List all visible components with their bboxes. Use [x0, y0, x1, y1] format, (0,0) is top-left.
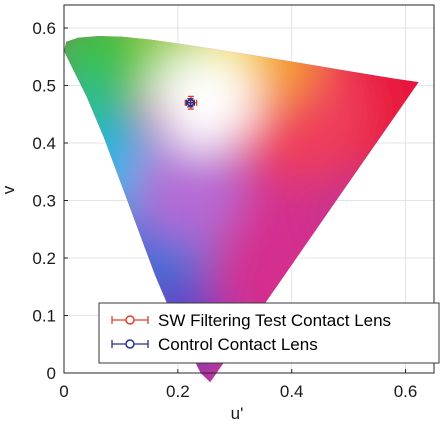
legend-label: SW Filtering Test Contact Lens — [158, 311, 391, 330]
x-tick-label: 0 — [59, 382, 68, 401]
x-tick-label: 0.4 — [280, 382, 304, 401]
y-tick-label: 0.3 — [32, 192, 56, 211]
legend-label: Control Contact Lens — [158, 335, 318, 354]
y-tick-label: 0 — [47, 364, 56, 383]
tick-labels: 0 0.2 0.4 0.6 0 0.1 0.2 0.3 0.4 0.5 0.6 — [32, 19, 417, 401]
axes — [63, 4, 435, 374]
y-tick-label: 0.4 — [32, 134, 56, 153]
axes-box — [63, 4, 435, 374]
legend-marker — [125, 339, 135, 349]
data-point — [185, 98, 196, 108]
x-tick-label: 0.6 — [394, 382, 418, 401]
x-axis-label: u' — [231, 404, 244, 423]
legend-marker — [125, 315, 135, 325]
legend-item: SW Filtering Test Contact Lens — [111, 311, 391, 330]
y-tick-label: 0.1 — [32, 307, 56, 326]
y-tick-label: 0.6 — [32, 19, 56, 38]
data-points — [184, 95, 198, 110]
legend: SW Filtering Test Contact Lens Control Co… — [98, 302, 440, 364]
legend-item: Control Contact Lens — [111, 335, 318, 354]
y-axis-label: v — [0, 185, 18, 194]
legend-box — [98, 302, 440, 364]
y-tick-label: 0.5 — [32, 77, 56, 96]
y-tick-label: 0.2 — [32, 249, 56, 268]
x-tick-label: 0.2 — [166, 382, 190, 401]
